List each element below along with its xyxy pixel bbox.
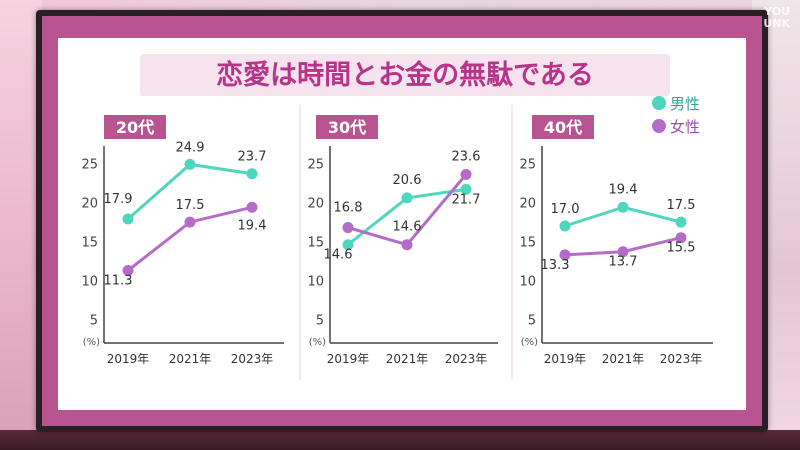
data-point [675,216,687,228]
data-label: 13.7 [609,255,638,270]
chart-panel-2: 30代 5 10 15 20 25 (%)2019年 2021年 2023年 14.6 20.6 21… [307,115,498,366]
chart-panel-3: 40代 5 10 15 20 25 (%) 2019年 2021年 2023年 17.0 19.4 17… [519,115,713,366]
x-tick-label: 2019年 [544,352,587,366]
data-point [342,222,354,234]
slide-panel [58,38,746,410]
data-point [401,192,413,204]
data-point [675,232,687,244]
data-label: 23.6 [452,150,481,165]
y-axis-label: (%) [83,337,100,348]
panel-title-tab [316,115,378,139]
data-point [122,264,134,276]
data-point [559,249,571,261]
data-point [617,246,629,258]
data-label: 17.5 [667,198,696,213]
data-label: 21.7 [452,192,481,207]
panel-title-tab [104,115,166,139]
panel-title: 30代 [328,118,366,137]
data-label: 13.3 [541,258,570,273]
title-banner: 恋愛は時間とお金の無駄である [140,54,670,96]
data-point [559,220,571,232]
x-tick-label: 2021年 [602,352,645,366]
y-tick-label: 10 [519,275,536,290]
data-label: 17.9 [104,192,133,207]
data-point [246,168,258,180]
data-point [184,158,196,170]
panel-title: 40代 [544,118,582,137]
legend-swatch-male [652,96,666,110]
y-tick-label: 20 [519,197,536,212]
chart-title: 恋愛は時間とお金の無駄である [216,59,594,91]
data-point [401,239,413,251]
chart-panel-1: 20代 5 10 15 20 25 (%) 2019年 2021年 2023年 17.9 24.9 23… [81,115,284,366]
source-note: 出典：恋愛・結婚調査2023(リクルートブライダル総研調べ) [404,387,708,401]
y-tick-label: 10 [307,275,324,290]
y-tick-label: 25 [81,158,98,173]
x-tick-label: 2023年 [445,352,488,366]
y-tick-label: 5 [316,314,324,329]
data-point [184,216,196,228]
data-label: 14.6 [393,220,422,235]
y-tick-label: 10 [81,275,98,290]
data-label: 23.7 [238,150,267,165]
panel-title: 20代 [116,118,154,137]
data-label: 17.5 [176,198,205,213]
y-tick-label: 20 [307,197,324,212]
y-tick-label: 25 [307,158,324,173]
legend-swatch-female [652,119,666,133]
y-tick-label: 15 [81,236,98,251]
panel-title-tab [532,115,594,139]
channel-watermark: YOU UNK [763,6,790,30]
data-point [617,201,629,213]
legend-label-female: 女性 [670,118,700,136]
y-tick-label: 15 [307,236,324,251]
x-tick-label: 2021年 [386,352,429,366]
data-point [122,213,134,225]
studio-desk [0,430,800,450]
watermark-line-2: UNK [763,17,790,30]
y-tick-label: 20 [81,197,98,212]
x-tick-label: 2019年 [107,352,150,366]
data-point [246,201,258,213]
data-label: 24.9 [176,140,205,155]
x-tick-label: 2019年 [327,352,370,366]
studio-background-left [0,0,42,450]
legend-label-male: 男性 [670,95,700,113]
data-label: 20.6 [393,173,422,188]
data-label: 15.5 [667,241,696,256]
legend: 男性 女性 [652,95,700,136]
data-label: 17.0 [551,202,580,217]
data-label: 19.4 [238,218,267,233]
x-tick-label: 2021年 [169,352,212,366]
x-tick-label: 2023年 [660,352,703,366]
y-tick-label: 5 [528,314,536,329]
x-tick-label: 2023年 [231,352,274,366]
y-axis-label: (%) [309,337,326,348]
data-point [460,169,472,181]
y-tick-label: 5 [90,314,98,329]
data-label: 14.6 [324,248,353,263]
data-label: 11.3 [104,273,133,288]
data-point [342,239,354,251]
watermark-line-1: YOU [764,5,790,18]
y-tick-label: 25 [519,158,536,173]
y-axis-label: (%) [521,337,538,348]
data-label: 19.4 [609,182,638,197]
data-label: 16.8 [334,201,363,216]
y-tick-label: 15 [519,236,536,251]
data-point [460,183,472,195]
